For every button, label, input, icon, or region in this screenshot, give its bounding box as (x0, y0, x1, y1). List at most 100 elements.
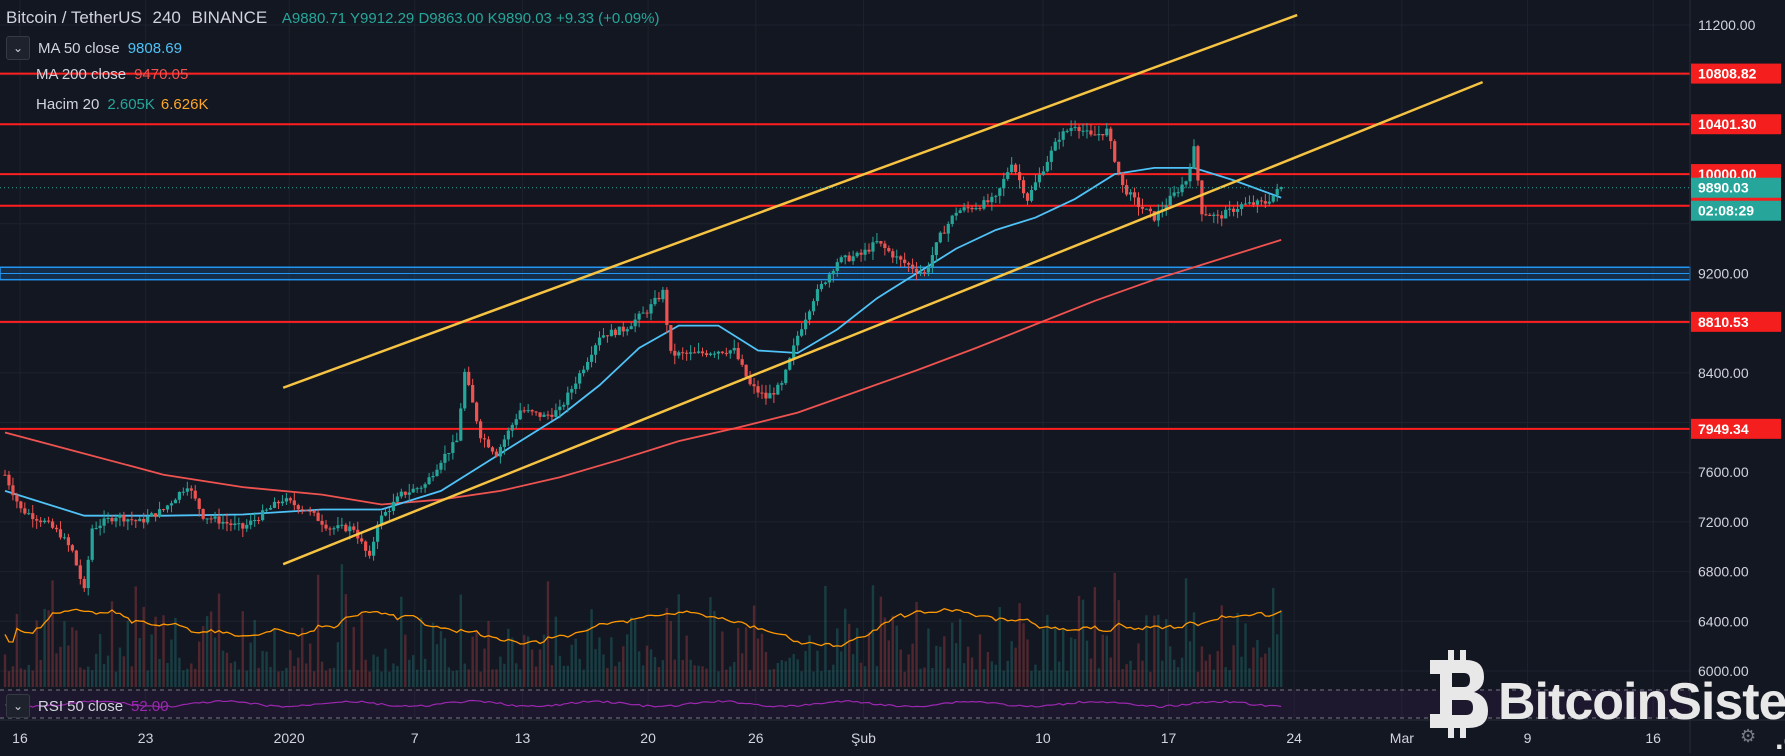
candle-body (498, 447, 503, 457)
candle-body (1085, 130, 1089, 132)
candle-body (883, 243, 887, 249)
volume-bar (828, 670, 831, 687)
indicator-ma200[interactable]: MA 200 close 9470.05 (28, 66, 188, 83)
candle-body (748, 376, 752, 385)
candle (974, 202, 978, 211)
volume-bar (522, 634, 526, 687)
volume-bar (1141, 660, 1144, 687)
candle (685, 350, 689, 361)
candle-body (1132, 192, 1137, 198)
indicator-name: MA 200 close (36, 66, 127, 83)
volume-bar (618, 661, 621, 687)
collapse-chevron-icon[interactable]: ⌄ (6, 36, 30, 60)
candle-body (637, 313, 641, 320)
candle-body (895, 256, 899, 258)
candle-body (1037, 174, 1042, 183)
settings-gear-icon[interactable]: ⚙ (1740, 726, 1757, 746)
volume-bar (511, 637, 514, 687)
volume-bar (253, 619, 256, 687)
candle (1025, 191, 1030, 205)
volume-bar (467, 669, 470, 687)
candle-body (3, 474, 7, 476)
candle (550, 407, 554, 421)
candle (1200, 179, 1204, 222)
candle-body (1192, 146, 1196, 169)
candles (3, 120, 1283, 596)
candle (530, 409, 534, 416)
candle (268, 505, 273, 510)
candle (1172, 185, 1176, 198)
candle-body (788, 358, 792, 370)
candle (1239, 202, 1244, 216)
volume-bar (538, 649, 542, 687)
volume-bar (1244, 623, 1247, 687)
candle-body (685, 352, 689, 354)
candle-body (126, 519, 130, 522)
indicator-volume[interactable]: Hacim 20 2.605K 6.626K (28, 96, 208, 113)
candle (518, 402, 522, 421)
volume-bar (947, 668, 950, 687)
level-price-badge-bg (1691, 418, 1781, 439)
candle-body (510, 424, 514, 431)
candle-body (613, 329, 617, 336)
volume-bar (962, 663, 966, 687)
level-price-badge-bg (1691, 311, 1781, 332)
interval-label[interactable]: 240 (152, 8, 181, 27)
candle (1053, 138, 1057, 152)
candle (391, 493, 396, 515)
candle-body (419, 487, 423, 489)
candle (237, 517, 241, 531)
volume-bar (273, 629, 276, 687)
volume-bar (764, 651, 768, 687)
candle-body (82, 578, 86, 589)
volume-bar (1172, 659, 1176, 687)
candle-body (562, 404, 566, 407)
candle-body (1101, 134, 1105, 136)
candle (538, 412, 542, 421)
candle (736, 342, 740, 361)
volume-bar (891, 615, 894, 687)
candle-body (938, 232, 942, 243)
candle (534, 410, 538, 416)
volume-bar (733, 662, 736, 687)
volume-bar (475, 630, 478, 687)
volume-bar (423, 658, 427, 687)
volume-bar (645, 645, 649, 687)
level-price-badge-bg (1691, 114, 1781, 135)
candle (471, 378, 475, 403)
candle (142, 512, 146, 529)
volume-bar (879, 596, 883, 687)
indicator-rsi[interactable]: ⌄ RSI 50 close 52.00 (0, 694, 169, 718)
candle-body (578, 373, 582, 384)
candle-body (1247, 202, 1252, 204)
symbol-title[interactable]: Bitcoin / TetherUS (6, 8, 142, 27)
volume-bar (301, 627, 304, 687)
watermark-sub: .com (1775, 723, 1785, 756)
candle (934, 241, 938, 263)
candle-body (478, 421, 483, 439)
candle (54, 524, 59, 533)
candle-body (954, 212, 958, 216)
volume-bar (1121, 668, 1124, 687)
candle-body (998, 188, 1002, 196)
candle (1255, 198, 1259, 213)
volume-bar (951, 622, 954, 687)
candle-body (494, 451, 499, 457)
volume-bar (546, 581, 550, 687)
candle (288, 496, 292, 504)
volume-bar (495, 669, 498, 687)
indicator-ma50[interactable]: ⌄ MA 50 close 9808.69 (0, 36, 182, 60)
channel-trend-line (282, 80, 1484, 566)
volume-bar (994, 664, 998, 687)
indicator-name: MA 50 close (38, 39, 120, 57)
time-tick-label: 20 (640, 730, 656, 746)
candle-body (589, 354, 594, 362)
volume-bar (324, 670, 328, 687)
ma200-line (4, 239, 1282, 506)
collapse-chevron-icon[interactable]: ⌄ (6, 694, 30, 718)
candle-body (142, 518, 146, 523)
volume-bar (713, 610, 716, 687)
candle (1021, 176, 1026, 198)
